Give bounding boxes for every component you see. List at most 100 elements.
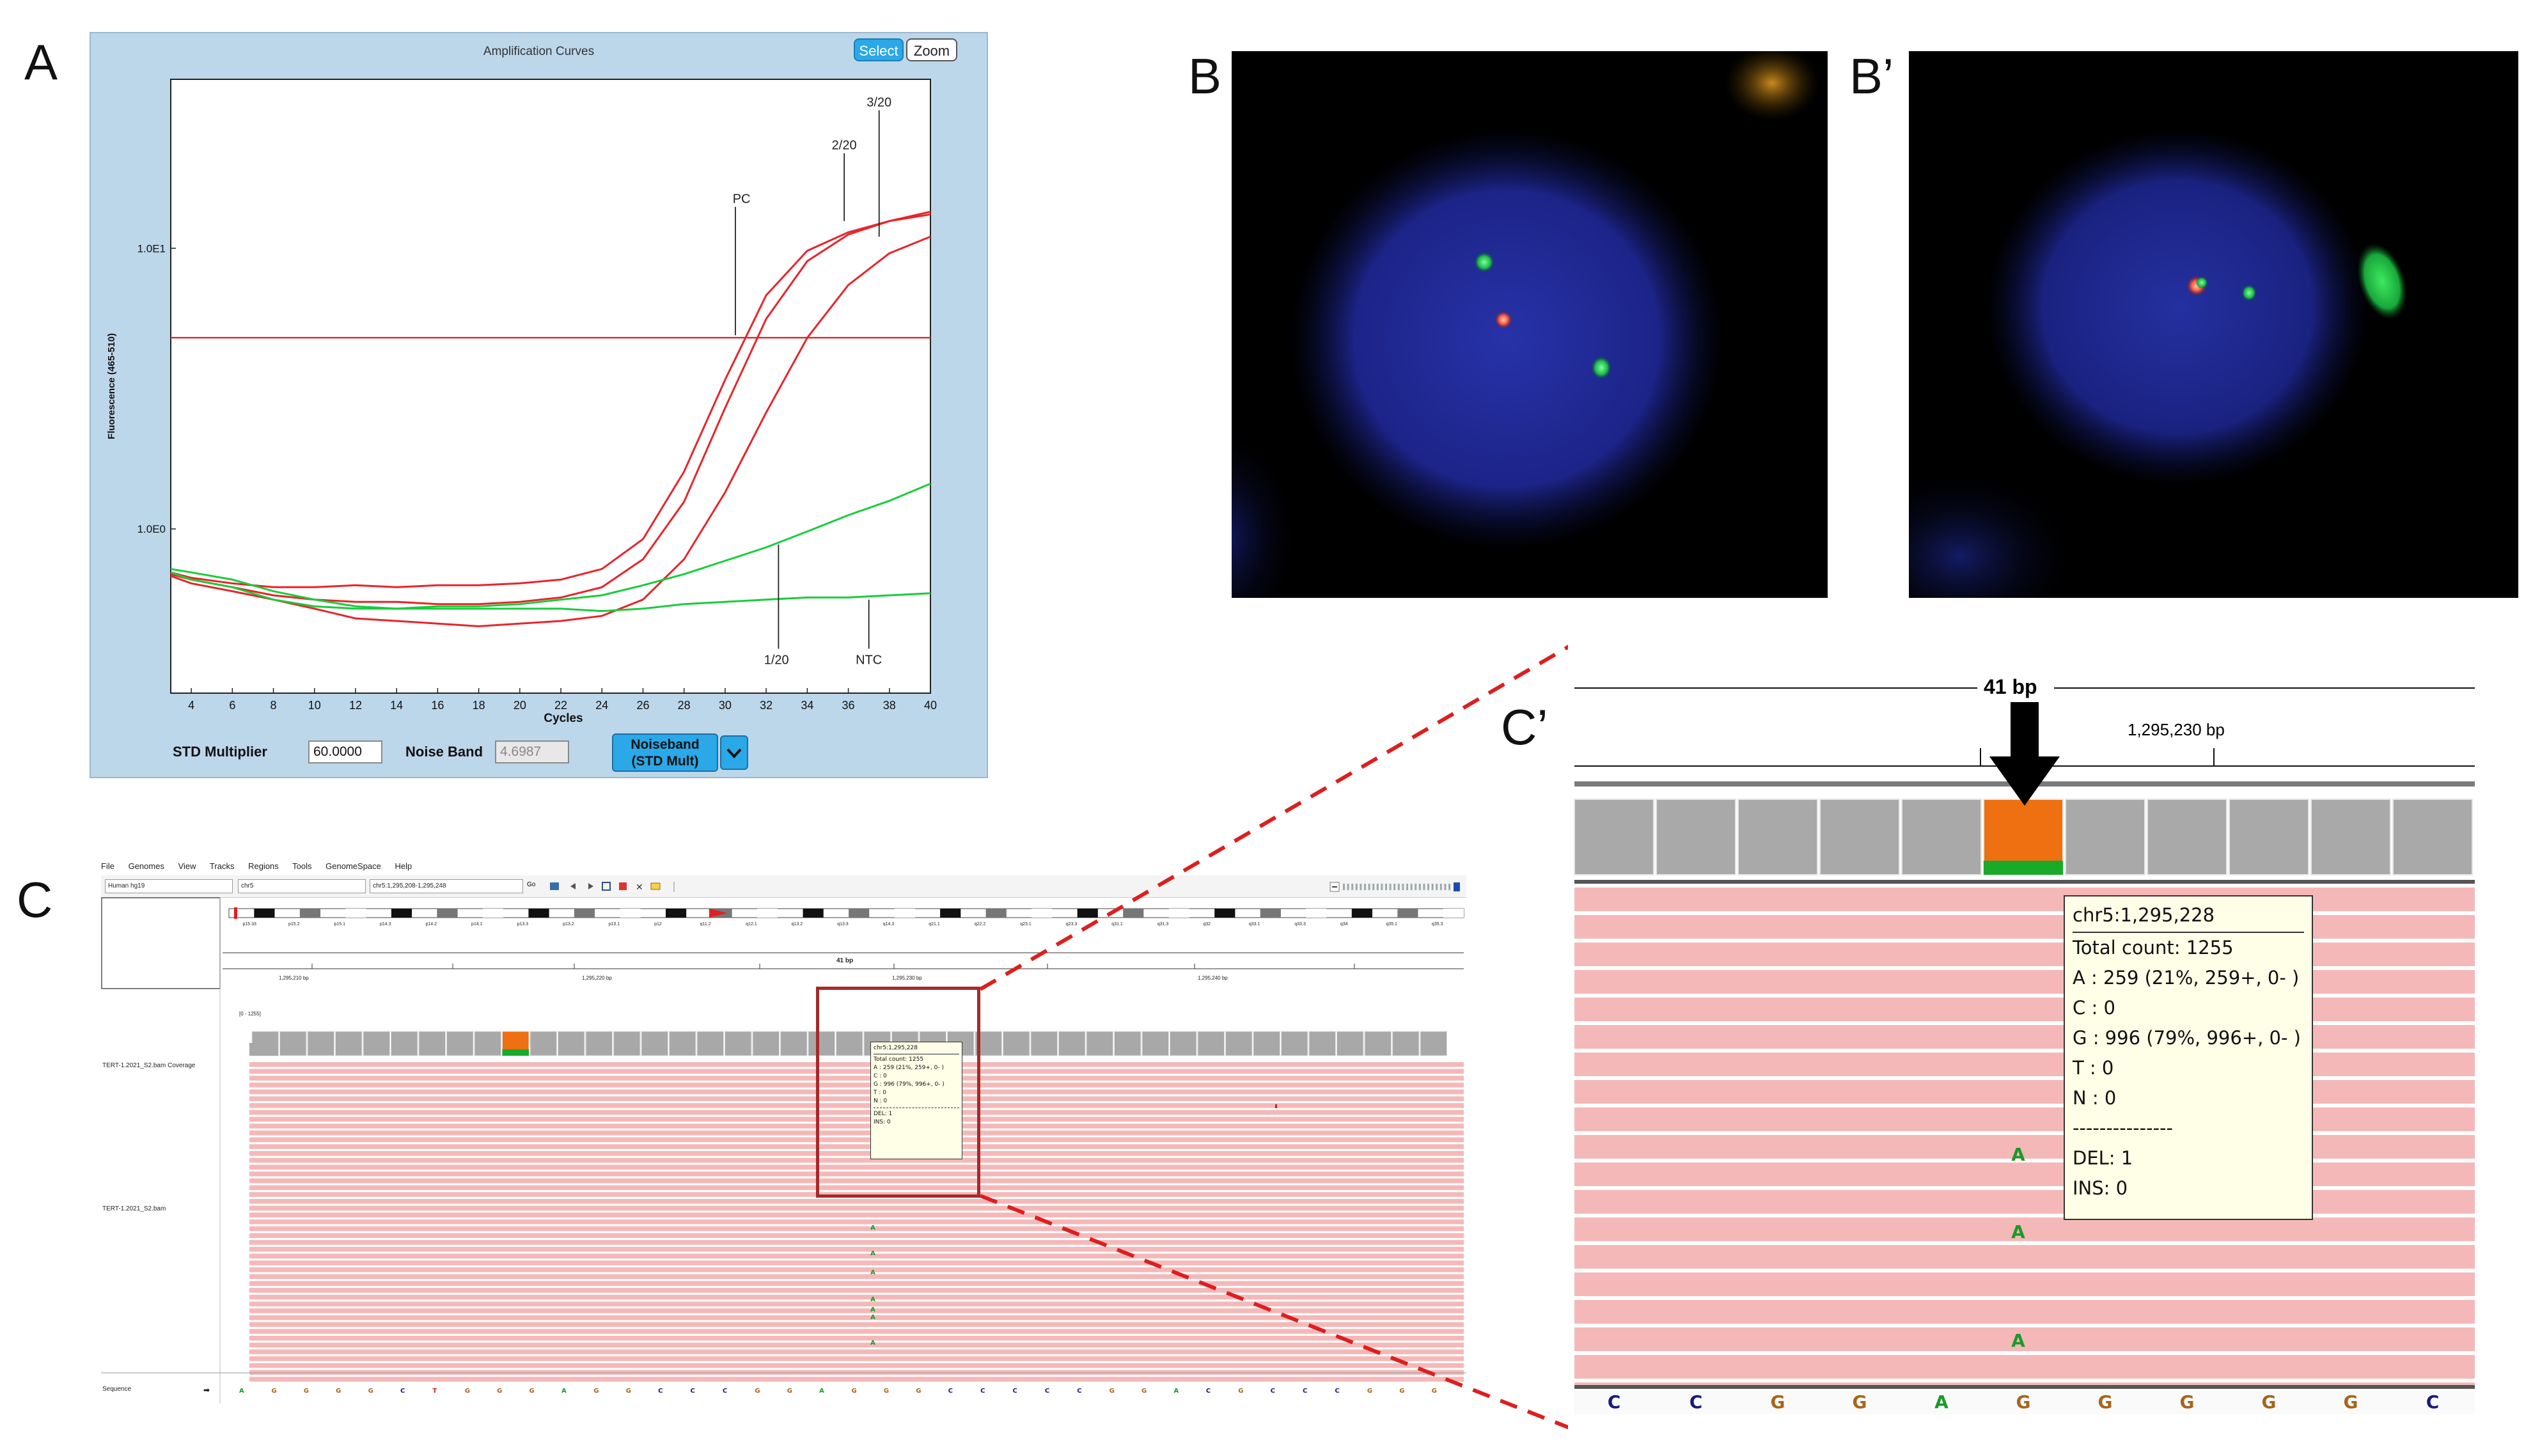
coverage-track-label[interactable]: TERT-1.2021_S2.bam Coverage bbox=[102, 1062, 196, 1069]
menu-genomes[interactable]: Genomes bbox=[128, 861, 164, 871]
menu-tools[interactable]: Tools bbox=[292, 861, 312, 871]
sequence-base: T bbox=[432, 1388, 437, 1395]
std-multiplier-input[interactable]: 60.0000 bbox=[308, 740, 382, 763]
x-tick-label: 26 bbox=[636, 699, 649, 712]
igv-small-tooltip: chr5:1,295,228 Total count: 1255 A : 259… bbox=[870, 1042, 962, 1159]
zoom-tooltip-a: A : 259 (21%, 259+, 0- ) bbox=[2073, 967, 2300, 989]
cytoband-label: q35.1 bbox=[1386, 922, 1397, 927]
read bbox=[249, 1083, 1464, 1088]
noise-band-label: Noise Band bbox=[405, 744, 483, 760]
read bbox=[249, 1363, 1464, 1368]
sequence-base: C bbox=[1690, 1391, 1703, 1413]
sequence-base: G bbox=[336, 1388, 341, 1395]
coverage-bar bbox=[696, 1031, 724, 1056]
small-tooltip-n: N : 0 bbox=[874, 1098, 888, 1104]
read bbox=[249, 1076, 1464, 1081]
read bbox=[249, 1109, 1464, 1115]
menu-file[interactable]: File bbox=[101, 861, 114, 871]
zoom-slider-tick bbox=[1364, 884, 1366, 890]
small-tooltip-position: chr5:1,295,228 bbox=[874, 1045, 918, 1051]
sequence-base: C bbox=[1303, 1388, 1307, 1395]
zoom-slider-tick bbox=[1347, 884, 1349, 890]
read bbox=[249, 1329, 1464, 1334]
locus-input[interactable]: chr5:1,295,208-1,295,248 bbox=[370, 879, 523, 893]
coverage-bar bbox=[2147, 799, 2227, 875]
read bbox=[249, 1288, 1464, 1293]
menu-help[interactable]: Help bbox=[395, 861, 412, 871]
zoom-slider-tick bbox=[1406, 884, 1408, 890]
zoom-slider-tick bbox=[1444, 884, 1447, 890]
chromosome-select[interactable]: chr5 bbox=[238, 879, 366, 893]
zoom-slider[interactable] bbox=[1329, 881, 1463, 893]
x-tick-label: 40 bbox=[924, 699, 937, 712]
sequence-base: C bbox=[1608, 1391, 1621, 1413]
noiseband-mode-button[interactable]: Noiseband (STD Mult) bbox=[612, 733, 718, 772]
small-tooltip-t: T : 0 bbox=[874, 1090, 886, 1096]
read bbox=[249, 1301, 1464, 1306]
cytoband bbox=[666, 909, 687, 918]
zoom-slider-tick bbox=[1368, 884, 1370, 890]
coverage-bar bbox=[446, 1031, 474, 1056]
coverage-bar bbox=[1030, 1031, 1058, 1056]
cytoband bbox=[1397, 909, 1418, 918]
cytoband bbox=[985, 909, 1007, 918]
coverage-bar bbox=[335, 1031, 363, 1056]
coverage-bar bbox=[1901, 799, 1982, 875]
sequence-base: C bbox=[1206, 1388, 1211, 1395]
noise-band-input[interactable]: 4.6987 bbox=[495, 740, 569, 763]
read bbox=[1574, 1272, 2475, 1296]
zoom-slider-tick bbox=[1418, 884, 1421, 890]
y-axis-label: Fluorescence (465-510) bbox=[106, 333, 117, 439]
noiseband-dropdown[interactable] bbox=[720, 735, 748, 770]
menu-tracks[interactable]: Tracks bbox=[209, 861, 235, 871]
menu-genomespace[interactable]: GenomeSpace bbox=[325, 861, 381, 871]
x-tick-label: 24 bbox=[595, 699, 608, 712]
plot-area bbox=[170, 79, 931, 694]
panel-label-c: C bbox=[17, 872, 53, 928]
sequence-base: A bbox=[819, 1388, 824, 1395]
cytoband-label: q13.2 bbox=[792, 922, 803, 927]
coverage-bar bbox=[2065, 799, 2145, 875]
coverage-bar bbox=[418, 1031, 446, 1056]
navigation-icons[interactable]: ✕ bbox=[549, 881, 715, 893]
ruler-tick-2: 1,295,220 bp bbox=[582, 975, 612, 981]
coverage-bar bbox=[1058, 1031, 1086, 1056]
y-tick-label: 1.0E0 bbox=[137, 523, 166, 535]
cytoband-label: q22.2 bbox=[975, 922, 986, 927]
x-tick-label: 34 bbox=[801, 699, 813, 712]
coverage-bar bbox=[474, 1031, 501, 1056]
sequence-base: G bbox=[884, 1388, 889, 1395]
genome-select[interactable]: Human hg19 bbox=[105, 879, 233, 893]
read bbox=[249, 1267, 1464, 1272]
zoom-tooltip-c: C : 0 bbox=[2073, 997, 2115, 1019]
x-axis-label: Cycles bbox=[544, 712, 583, 725]
menu-regions[interactable]: Regions bbox=[248, 861, 279, 871]
zoom-slider-tick bbox=[1360, 884, 1362, 890]
cytoband-label: q31.3 bbox=[1157, 922, 1169, 927]
sequence-base: A bbox=[239, 1388, 244, 1395]
reads-track-label[interactable]: TERT-1.2021_S2.bam bbox=[102, 1205, 166, 1212]
zoom-button[interactable]: Zoom bbox=[906, 38, 957, 61]
sequence-base: A bbox=[561, 1388, 567, 1395]
amplification-curves-window: 4 6 8 10 12 14 16 18 20 22 24 26 28 30 32 34 36 38 40 Cycle… bbox=[90, 32, 988, 778]
cytoband-label: p13.1 bbox=[609, 922, 620, 927]
menu-view[interactable]: View bbox=[178, 861, 196, 871]
go-button[interactable]: Go bbox=[527, 881, 536, 888]
zoom-slider-tick bbox=[1389, 884, 1392, 890]
cytoband bbox=[940, 909, 961, 918]
read bbox=[249, 1246, 1464, 1252]
coverage-ref-bar bbox=[502, 1049, 529, 1056]
cytoband-label: q11.2 bbox=[700, 922, 711, 927]
coverage-bar bbox=[1308, 1031, 1336, 1056]
coverage-bar bbox=[1337, 1031, 1364, 1056]
panel-label-b-prime: B’ bbox=[1849, 48, 1894, 104]
select-button[interactable]: Select bbox=[854, 38, 904, 61]
cytoband-label: p12 bbox=[654, 922, 662, 927]
read bbox=[249, 1089, 1464, 1095]
small-tooltip-total: Total count: 1255 bbox=[874, 1056, 924, 1063]
read bbox=[1574, 943, 2475, 966]
zoom-tooltip-t: T : 0 bbox=[2073, 1057, 2114, 1079]
sequence-track-label[interactable]: Sequence bbox=[102, 1386, 132, 1393]
zoom-slider-tick bbox=[1410, 884, 1413, 890]
coverage-bar bbox=[1141, 1031, 1169, 1056]
